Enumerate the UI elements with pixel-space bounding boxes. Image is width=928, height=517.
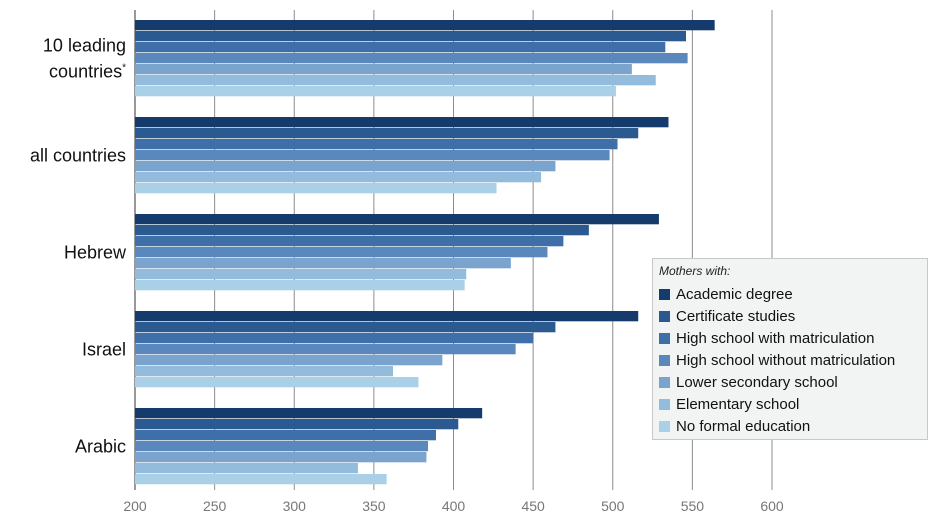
bar: [135, 172, 542, 183]
x-tick-label: 500: [601, 498, 625, 514]
x-tick-label: 250: [203, 498, 227, 514]
bar: [135, 344, 516, 355]
legend-swatch: [659, 420, 670, 432]
category-label: Israel: [82, 340, 126, 360]
bars: [135, 20, 715, 485]
bar: [135, 161, 556, 172]
bar: [135, 42, 666, 53]
legend-item: High school with matriculation: [659, 327, 927, 349]
category-label: all countries: [30, 146, 126, 166]
legend-item: Academic degree: [659, 283, 927, 305]
legend-label: Lower secondary school: [676, 373, 838, 391]
bar: [135, 377, 419, 388]
x-tick-label: 300: [283, 498, 307, 514]
legend-item: Certificate studies: [659, 305, 927, 327]
bar: [135, 452, 427, 463]
bar: [135, 128, 639, 139]
bar: [135, 183, 497, 194]
x-tick-label: 200: [123, 498, 147, 514]
bar: [135, 117, 669, 128]
legend-item: Lower secondary school: [659, 371, 927, 393]
bar: [135, 441, 429, 452]
bar: [135, 408, 483, 419]
category-label: Arabic: [75, 437, 126, 457]
x-tick-label: 600: [760, 498, 784, 514]
legend-label: Academic degree: [676, 285, 793, 303]
bar: [135, 150, 610, 161]
bar: [135, 269, 467, 280]
y-axis-labels: 10 leading countries* all countries Hebrew I…: [30, 36, 127, 457]
x-tick-label: 400: [442, 498, 466, 514]
category-label: Hebrew: [64, 243, 127, 263]
bar: [135, 355, 443, 366]
legend-label: High school without matriculation: [676, 351, 896, 369]
bar: [135, 20, 715, 31]
legend-label: Elementary school: [676, 395, 800, 413]
bar: [135, 225, 589, 236]
x-axis-ticks: 200 250 300 350 400 450 500 550 600: [123, 498, 784, 514]
legend-swatch: [659, 310, 670, 322]
legend-label: Certificate studies: [676, 307, 796, 325]
legend-title: Mothers with:: [659, 264, 731, 278]
bar: [135, 311, 639, 322]
bar: [135, 366, 393, 377]
bar: [135, 430, 436, 441]
bar: [135, 280, 465, 291]
legend-swatch: [659, 376, 670, 388]
bar: [135, 419, 459, 430]
bar: [135, 214, 659, 225]
legend-label: No formal education: [676, 417, 811, 435]
bar: [135, 463, 358, 474]
bar: [135, 75, 656, 86]
bar: [135, 64, 632, 75]
legend-swatch: [659, 398, 670, 410]
legend-item: No formal education: [659, 415, 927, 437]
bar: [135, 236, 564, 247]
bar: [135, 31, 687, 42]
legend-swatch: [659, 288, 670, 300]
bar: [135, 247, 548, 258]
bar: [135, 333, 534, 344]
x-tick-label: 450: [521, 498, 545, 514]
bar: [135, 474, 387, 485]
bar: [135, 322, 556, 333]
legend-item: High school without matriculation: [659, 349, 927, 371]
legend-label: High school with matriculation: [676, 329, 875, 347]
legend-swatch: [659, 332, 670, 344]
legend-swatch: [659, 354, 670, 366]
legend: Mothers with: Academic degree Certificate…: [652, 258, 928, 440]
bar: [135, 53, 688, 64]
bar: [135, 86, 616, 97]
x-tick-label: 550: [681, 498, 705, 514]
bar: [135, 139, 618, 150]
x-tick-label: 350: [362, 498, 386, 514]
category-label: 10 leading countries*: [43, 36, 126, 82]
bar: [135, 258, 511, 269]
legend-item: Elementary school: [659, 393, 927, 415]
